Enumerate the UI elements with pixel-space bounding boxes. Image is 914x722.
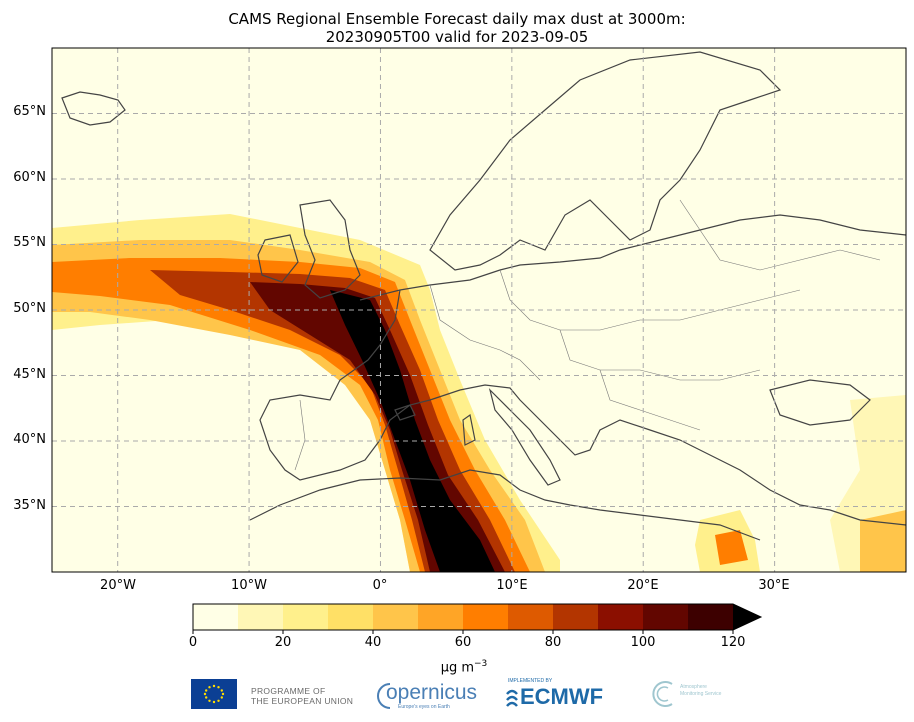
cams-logo-text: Atmosphere Monitoring Service [680,684,740,698]
dust-patch-far-east-core [860,510,906,572]
scandinavia-coast [429,51,782,271]
colorbar-segment-0 [193,604,239,630]
sardinia-coast [462,413,476,446]
map-subtitle: 20230905T00 valid for 2023-09-05 [325,28,589,46]
ecmwf-implemented-by: IMPLEMENTED BY [508,678,553,684]
colorbar-segment-10 [238,604,284,630]
colorbar [192,603,763,634]
lon-label-20w: 20°W [100,578,136,593]
colorbar-segment-110 [688,604,734,630]
colorbar-segment-30 [328,604,374,630]
colorbar-frame [192,603,763,631]
colorbar-segment-100 [643,604,689,630]
dust-patch-east-core [715,530,748,565]
iberia-mediterranean-coast [259,289,906,526]
copernicus-tagline: Europe's eyes on Earth [398,704,450,710]
gridlines [52,48,906,572]
colorbar-segment-50 [418,604,464,630]
colorbar-tick-120: 120 [720,635,746,650]
ecmwf-wave-icon [506,689,518,707]
unit-exponent: −3 [474,659,488,669]
copernicus-logo-text: opernicus [386,681,478,704]
lat-label-50: 50°N [13,301,46,316]
balearic-coast [394,404,416,421]
eu-line1: PROGRAMME OF [251,686,326,696]
eu-line2: THE EUROPEAN UNION [251,696,354,706]
dust-plume-layer [52,214,906,572]
lon-label-0: 0° [372,578,388,593]
colorbar-tick-20: 20 [274,635,292,650]
colorbar-segment-70 [508,604,554,630]
eu-stars-icon [203,684,225,704]
eu-programme-text: PROGRAMME OF THE EUROPEAN UNION [251,686,353,706]
britain-coast [299,199,361,299]
cams-swirl-icon [652,681,673,707]
colorbar-segment-90 [598,604,644,630]
black-sea-coast [769,379,871,426]
border-spain-portugal [294,399,306,471]
colorbar-segment-40 [373,604,419,630]
lon-label-10w: 10°W [231,578,267,593]
lat-label-55: 55°N [13,235,46,250]
colorbar-tick-0: 0 [188,635,198,650]
dust-contour-120 [330,290,495,572]
border-balkans-north [559,329,761,381]
eu-flag-logo [191,679,237,709]
lat-label-35: 35°N [13,498,46,513]
lon-label-20e: 20°E [627,578,659,593]
ecmwf-logo-text: ECMWF [520,684,604,709]
colorbar-tick-100: 100 [630,635,656,650]
cams-line2: Monitoring Service [680,691,722,697]
colorbar-tick-80: 80 [544,635,562,650]
ireland-coast [257,234,299,283]
border-baltic-east [679,199,881,271]
border-france-germany [429,284,541,381]
border-balkans [599,369,701,431]
map-frame [51,47,907,573]
italy-coast [488,388,561,486]
map-title: CAMS Regional Ensemble Forecast daily ma… [228,10,686,28]
lon-label-30e: 30°E [758,578,790,593]
colorbar-extend-arrow [733,604,761,630]
iceland-coast [61,91,126,126]
lat-label-45: 45°N [13,367,46,382]
colorbar-segment-20 [283,604,329,630]
lat-label-65: 65°N [13,104,46,119]
lat-label-60: 60°N [13,170,46,185]
colorbar-tick-60: 60 [454,635,472,650]
colorbar-segment-80 [553,604,599,630]
north-africa-coast [249,469,761,541]
colorbar-segment-60 [463,604,509,630]
unit-base: μg m [440,660,475,676]
north-europe-coast [359,214,906,301]
colorbar-unit-label: μg m−3 [414,659,514,675]
colorbar-tick-40: 40 [364,635,382,650]
lat-label-40: 40°N [13,432,46,447]
lon-label-10e: 10°E [496,578,528,593]
coastlines [61,51,906,541]
cams-line1: Atmosphere [680,684,707,690]
copernicus-c-icon [377,683,391,709]
